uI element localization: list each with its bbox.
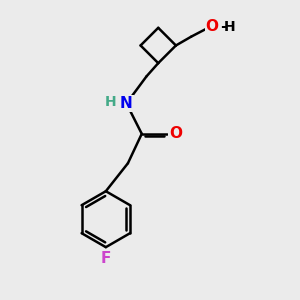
Text: N: N [120,96,133,111]
Text: H: H [104,95,116,109]
Text: O: O [169,126,182,141]
Text: H: H [224,20,235,34]
Text: O: O [205,20,218,34]
Text: -: - [220,20,226,34]
Text: F: F [100,251,111,266]
